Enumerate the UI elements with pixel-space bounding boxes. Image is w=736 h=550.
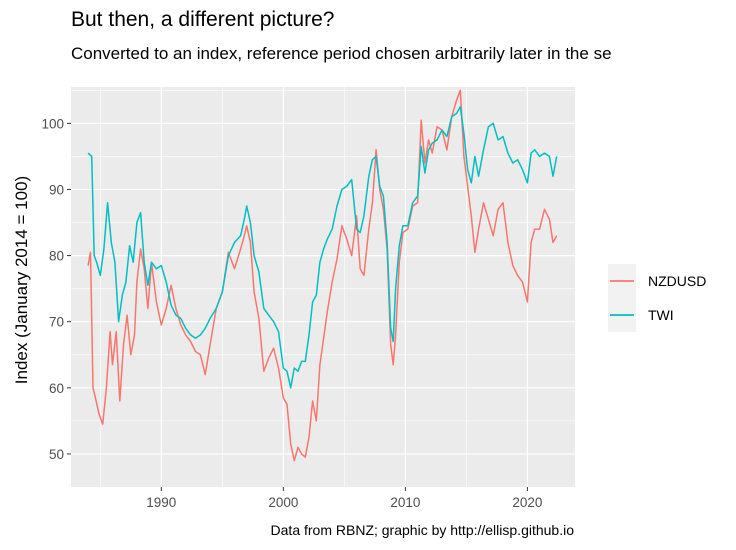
- y-tick-label: 60: [49, 381, 64, 396]
- chart-title: But then, a different picture?: [71, 8, 335, 31]
- y-tick-label: 80: [49, 249, 64, 264]
- series-lines: [87, 89, 558, 462]
- chart-caption: Data from RBNZ; graphic by http://ellisp…: [270, 522, 574, 538]
- x-tick-label: 2010: [390, 495, 420, 510]
- y-tick-label: 50: [49, 447, 64, 462]
- series-line-nzdusd: [87, 89, 558, 462]
- x-tick-label: 2000: [268, 495, 298, 510]
- series-line-twi: [87, 106, 558, 389]
- y-axis-label: Index (January 2014 = 100): [12, 176, 31, 384]
- axes: 50 60 70 80 90 100 1990 2000 2010 2020: [41, 116, 542, 510]
- y-tick-label: 90: [49, 182, 64, 197]
- legend-label: TWI: [648, 307, 674, 323]
- legend: NZDUSD TWI: [608, 264, 706, 332]
- y-tick-label: 100: [41, 116, 64, 131]
- x-tick-label: 1990: [146, 495, 176, 510]
- x-tick-label: 2020: [512, 495, 542, 510]
- chart-subtitle: Converted to an index, reference period …: [71, 44, 612, 63]
- legend-label: NZDUSD: [648, 273, 706, 289]
- y-tick-label: 70: [49, 315, 64, 330]
